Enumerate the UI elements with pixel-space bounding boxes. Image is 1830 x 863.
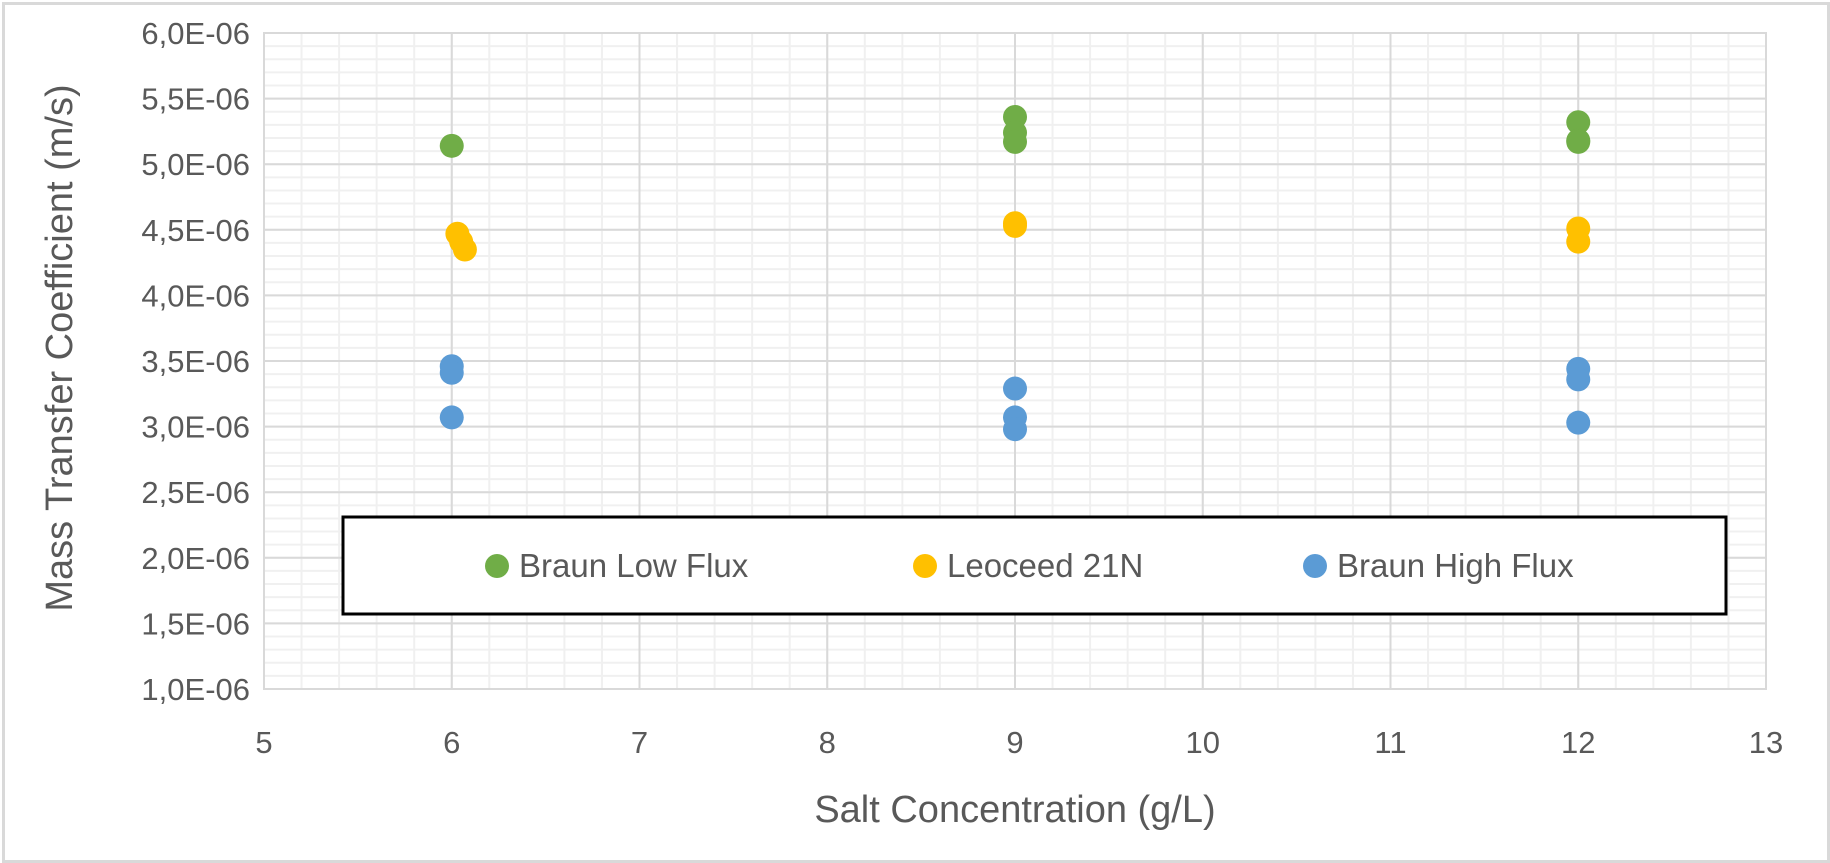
data-point bbox=[439, 405, 464, 430]
data-point bbox=[1566, 229, 1591, 254]
x-axis-title: Salt Concentration (g/L) bbox=[814, 789, 1215, 831]
data-point bbox=[1003, 417, 1027, 442]
y-tick-label: 1,0E-06 bbox=[141, 672, 250, 707]
y-axis-tick-labels: 6,0E-06 5,5E-06 5,0E-06 4,5E-06 4,0E-06 3,5E-… bbox=[141, 16, 250, 707]
x-tick-label: 7 bbox=[631, 725, 648, 760]
legend-marker-braun-low-flux-icon bbox=[485, 554, 509, 578]
data-point bbox=[1003, 129, 1027, 154]
data-point bbox=[439, 360, 464, 385]
legend-box bbox=[341, 515, 1728, 616]
data-point bbox=[1003, 213, 1027, 238]
y-tick-label: 1,5E-06 bbox=[141, 606, 250, 641]
x-tick-label: 13 bbox=[1749, 725, 1783, 760]
data-point bbox=[1566, 410, 1591, 435]
y-tick-label: 2,5E-06 bbox=[141, 475, 250, 510]
y-tick-label: 2,0E-06 bbox=[141, 541, 250, 576]
data-point bbox=[1003, 376, 1027, 401]
y-tick-label: 5,0E-06 bbox=[141, 147, 250, 182]
y-tick-label: 5,5E-06 bbox=[141, 82, 250, 117]
legend-label-braun-low-flux: Braun Low Flux bbox=[519, 547, 749, 584]
x-tick-label: 9 bbox=[1006, 725, 1023, 760]
legend: Braun Low Flux Leoceed 21N Braun High Fl… bbox=[341, 515, 1728, 616]
data-point bbox=[1566, 110, 1591, 135]
y-tick-label: 4,0E-06 bbox=[141, 278, 250, 313]
x-axis-tick-labels: 5 6 7 8 9 10 11 12 13 bbox=[255, 725, 1783, 760]
legend-label-braun-high-flux: Braun High Flux bbox=[1337, 547, 1574, 584]
legend-label-leoceed-21n: Leoceed 21N bbox=[947, 547, 1143, 584]
x-tick-label: 5 bbox=[255, 725, 272, 760]
y-tick-label: 3,5E-06 bbox=[141, 344, 250, 379]
legend-marker-leoceed-21n-icon bbox=[913, 554, 937, 578]
data-point bbox=[452, 237, 477, 262]
data-point bbox=[439, 133, 464, 158]
x-tick-label: 11 bbox=[1374, 725, 1406, 760]
data-point bbox=[1566, 367, 1591, 392]
y-axis-title: Mass Transfer Coefficient (m/s) bbox=[39, 84, 81, 611]
x-tick-label: 8 bbox=[819, 725, 836, 760]
y-tick-label: 6,0E-06 bbox=[141, 16, 250, 51]
x-tick-label: 6 bbox=[443, 725, 460, 760]
x-tick-label: 12 bbox=[1561, 725, 1595, 760]
x-tick-label: 10 bbox=[1186, 725, 1220, 760]
data-point bbox=[1566, 129, 1591, 154]
plot-area bbox=[263, 32, 1767, 690]
data-points bbox=[439, 104, 1591, 442]
legend-marker-braun-high-flux-icon bbox=[1303, 554, 1327, 578]
y-tick-label: 3,0E-06 bbox=[141, 410, 250, 445]
y-tick-label: 4,5E-06 bbox=[141, 213, 250, 248]
